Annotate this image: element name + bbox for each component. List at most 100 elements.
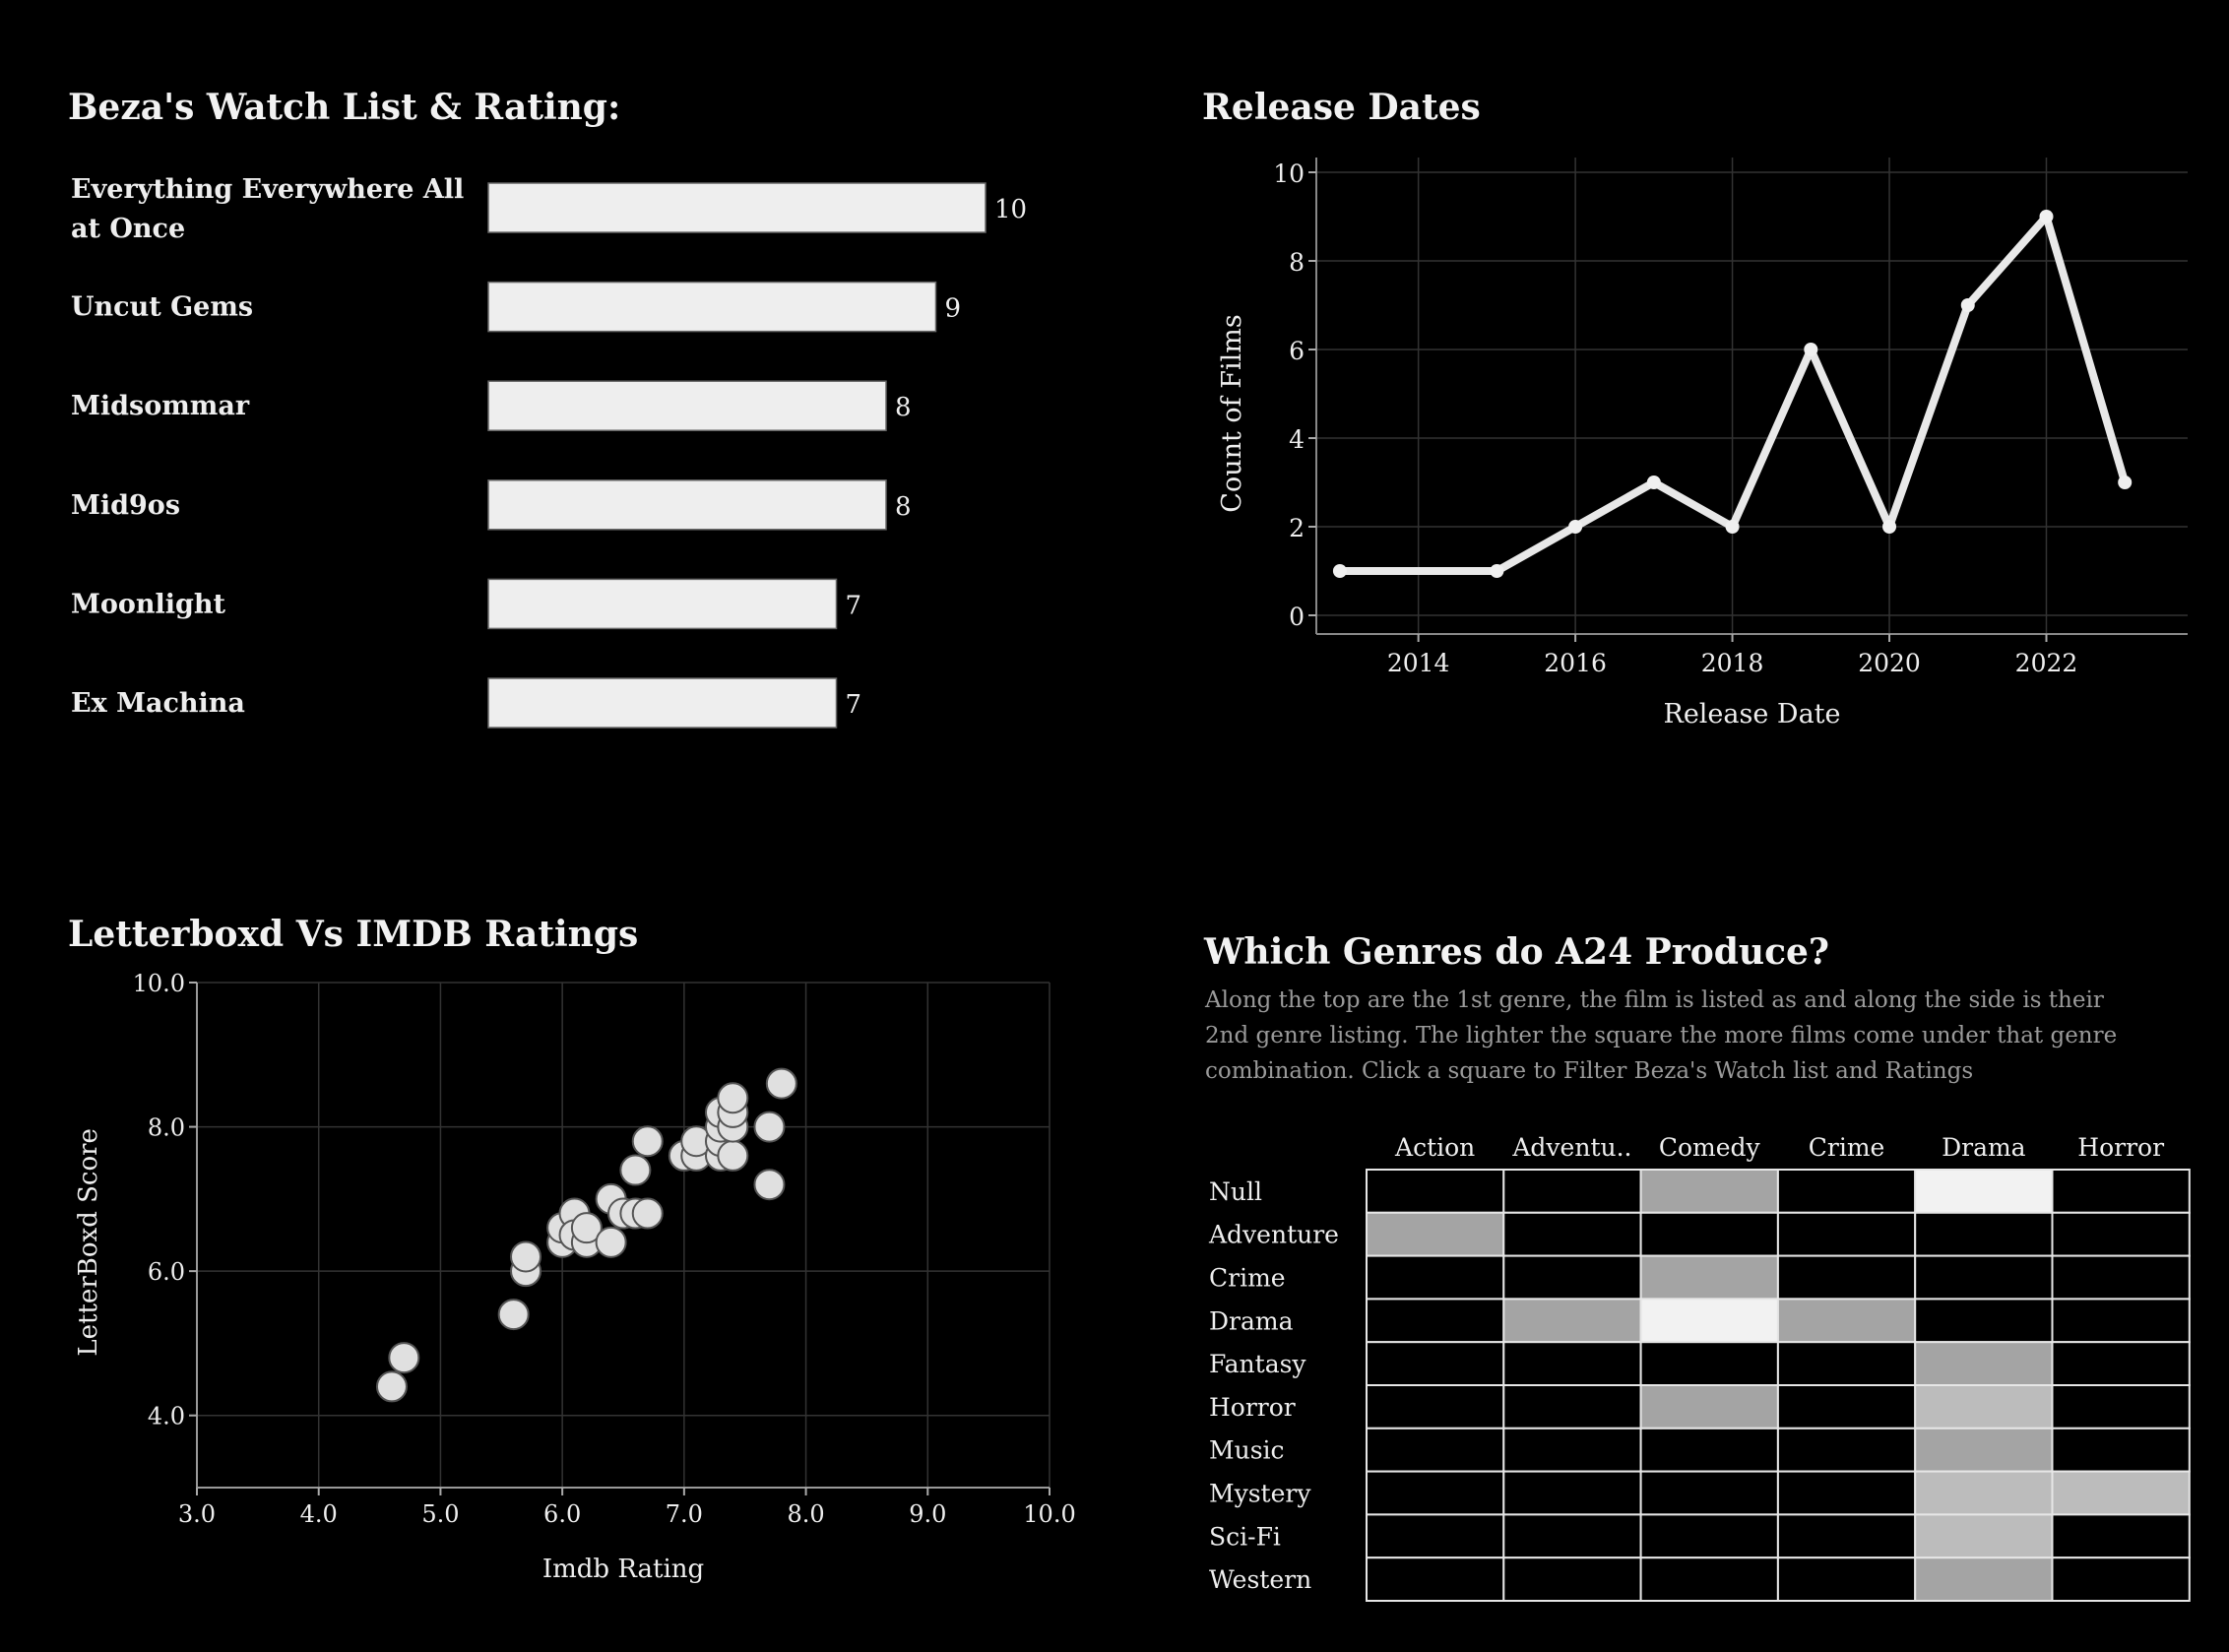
heatmap-cell[interactable]	[2051, 1384, 2191, 1430]
y-tick-label: 4.0	[148, 1403, 185, 1430]
heatmap-cell[interactable]	[1366, 1470, 1505, 1516]
scatter-point[interactable]	[631, 1125, 664, 1158]
heatmap-cell[interactable]	[1776, 1427, 1917, 1473]
bar[interactable]	[487, 380, 887, 431]
line-point[interactable]	[2118, 476, 2133, 489]
heatmap-cell[interactable]	[1366, 1341, 1505, 1386]
heatmap-cell[interactable]	[2051, 1169, 2191, 1214]
line-point[interactable]	[2039, 210, 2054, 223]
heatmap-cell[interactable]	[1776, 1341, 1917, 1386]
scatter-point[interactable]	[497, 1299, 530, 1331]
heatmap-cell[interactable]	[1914, 1211, 2054, 1257]
heatmap-cell[interactable]	[2051, 1211, 2191, 1257]
heatmap-cell[interactable]	[2051, 1427, 2191, 1473]
heatmap-cell[interactable]	[1502, 1169, 1642, 1214]
heatmap-cell[interactable]	[1776, 1557, 1917, 1603]
heatmap-cell[interactable]	[1366, 1384, 1505, 1430]
heatmap-cell[interactable]	[1502, 1298, 1642, 1344]
heatmap-cell[interactable]	[1366, 1513, 1505, 1559]
line-point[interactable]	[1960, 298, 1975, 312]
scatter-point[interactable]	[631, 1197, 664, 1230]
heatmap-cell[interactable]	[2051, 1341, 2191, 1386]
heatmap-cell[interactable]	[2051, 1298, 2191, 1344]
heatmap-cell[interactable]	[2051, 1254, 2191, 1301]
scatter-point[interactable]	[375, 1370, 408, 1403]
heatmap-cell[interactable]	[1639, 1298, 1779, 1344]
heatmap-cell[interactable]	[1776, 1384, 1917, 1430]
heatmap-cell[interactable]	[1502, 1341, 1642, 1386]
bar[interactable]	[487, 281, 937, 333]
heatmap-cell[interactable]	[1914, 1169, 2054, 1214]
line-point[interactable]	[1332, 564, 1347, 578]
heatmap-cell[interactable]	[1914, 1298, 2054, 1344]
heatmap-cell[interactable]	[1502, 1211, 1642, 1257]
heatmap-row-label: Adventure	[1208, 1221, 1339, 1249]
heatmap-cell[interactable]	[1639, 1254, 1779, 1301]
heatmap-row-label: Sci-Fi	[1209, 1522, 1281, 1551]
heatmap-cell[interactable]	[1502, 1513, 1642, 1559]
scatter-point[interactable]	[619, 1154, 652, 1186]
heatmap-cell[interactable]	[1776, 1211, 1917, 1257]
heatmap-cell[interactable]	[1502, 1384, 1642, 1430]
heatmap-cell[interactable]	[1776, 1254, 1917, 1301]
heatmap-cell[interactable]	[1366, 1254, 1505, 1301]
heatmap-cell[interactable]	[1914, 1254, 2054, 1301]
line-point[interactable]	[1804, 343, 1818, 356]
scatter-point[interactable]	[388, 1342, 420, 1374]
bar[interactable]	[487, 182, 987, 233]
heatmap-cell[interactable]	[1639, 1557, 1779, 1603]
heatmap-cell[interactable]	[1914, 1470, 2054, 1516]
release-dates-chart: 0 2 4 6 8 10 2014 2016 2018 2020 2022 Release Date C…	[1217, 158, 2188, 730]
genre-heatmap[interactable]: Action Adventu.. Comedy Crime Drama Horror Nul…	[1181, 1122, 2229, 1605]
heatmap-cell[interactable]	[1639, 1470, 1779, 1516]
scatter-point[interactable]	[765, 1067, 797, 1100]
line-point[interactable]	[1725, 520, 1740, 534]
heatmap-cell[interactable]	[1639, 1384, 1779, 1430]
heatmap-cell[interactable]	[1366, 1211, 1505, 1257]
scatter-point[interactable]	[595, 1226, 627, 1258]
heatmap-cell[interactable]	[1914, 1557, 2054, 1603]
y-axis-label: LetterBoxd Score	[74, 1128, 103, 1357]
line-point[interactable]	[1490, 564, 1504, 578]
heatmap-cell[interactable]	[2051, 1513, 2191, 1559]
bar-value-label: 10	[994, 195, 1027, 224]
heatmap-cell[interactable]	[1776, 1513, 1917, 1559]
heatmap-cell[interactable]	[1502, 1557, 1642, 1603]
line-point[interactable]	[1882, 520, 1897, 534]
heatmap-cell[interactable]	[1914, 1341, 2054, 1386]
bar[interactable]	[487, 479, 887, 531]
heatmap-cell[interactable]	[1914, 1513, 2054, 1559]
heatmap-cell[interactable]	[1776, 1298, 1917, 1344]
heatmap-cell[interactable]	[1639, 1341, 1779, 1386]
heatmap-cell[interactable]	[1366, 1427, 1505, 1473]
heatmap-cell[interactable]	[1366, 1298, 1505, 1344]
scatter-point[interactable]	[753, 1111, 786, 1143]
bar[interactable]	[487, 578, 838, 630]
heatmap-cell[interactable]	[1502, 1254, 1642, 1301]
heatmap-cell[interactable]	[1776, 1169, 1917, 1214]
scatter-point[interactable]	[717, 1082, 749, 1114]
scatter-point[interactable]	[717, 1139, 749, 1172]
heatmap-cell[interactable]	[2051, 1557, 2191, 1603]
heatmap-cell[interactable]	[1914, 1427, 2054, 1473]
scatter-point[interactable]	[753, 1169, 786, 1201]
heatmap-cell[interactable]	[2051, 1470, 2191, 1516]
heatmap-cell[interactable]	[1639, 1169, 1779, 1214]
bar[interactable]	[487, 677, 838, 729]
bar-value-label: 8	[895, 393, 912, 422]
x-tick-label: 2016	[1544, 649, 1607, 677]
x-tick-label: 4.0	[300, 1500, 338, 1528]
scatter-point[interactable]	[570, 1212, 603, 1244]
heatmap-cell[interactable]	[1502, 1427, 1642, 1473]
heatmap-cell[interactable]	[1639, 1211, 1779, 1257]
scatter-point[interactable]	[510, 1240, 542, 1273]
heatmap-cell[interactable]	[1914, 1384, 2054, 1430]
heatmap-cell[interactable]	[1639, 1427, 1779, 1473]
line-point[interactable]	[1568, 520, 1583, 534]
heatmap-cell[interactable]	[1502, 1470, 1642, 1516]
heatmap-cell[interactable]	[1366, 1169, 1505, 1214]
heatmap-cell[interactable]	[1639, 1513, 1779, 1559]
heatmap-cell[interactable]	[1776, 1470, 1917, 1516]
line-point[interactable]	[1646, 476, 1661, 489]
heatmap-cell[interactable]	[1366, 1557, 1505, 1603]
